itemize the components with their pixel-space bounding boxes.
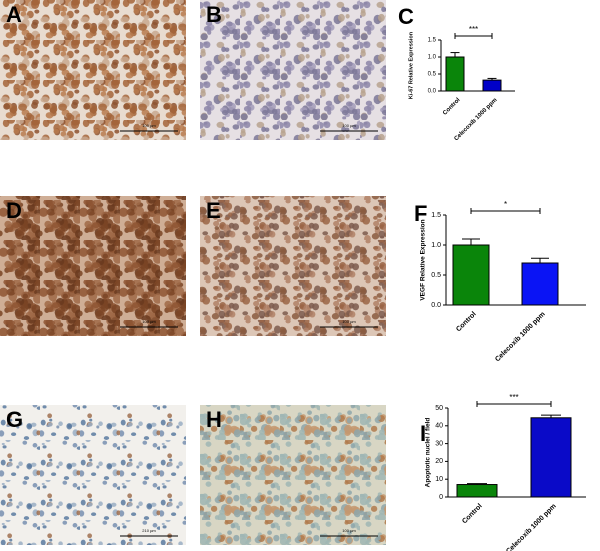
- bar: [521, 262, 559, 306]
- micrograph: [200, 0, 386, 140]
- micrograph: [0, 196, 186, 336]
- panel-label: F: [414, 201, 427, 226]
- panel-label: E: [206, 198, 221, 223]
- micrograph: [0, 0, 186, 140]
- y-tick-label: 10: [435, 476, 443, 483]
- y-tick-label: 0: [439, 494, 443, 501]
- panel-label: G: [6, 407, 23, 432]
- panel-label: A: [6, 2, 22, 27]
- y-tick-label: 50: [435, 405, 443, 412]
- y-tick-label: 0.5: [428, 72, 437, 78]
- panel-label: I: [420, 421, 426, 446]
- x-tick-label: Celecoxib 1000 ppm: [505, 503, 558, 551]
- y-axis-label: Apoptotic nuclei / field: [425, 418, 432, 488]
- panel-label: D: [6, 198, 22, 223]
- bar: [445, 56, 465, 92]
- scale-bar-label: 100 µm: [342, 528, 356, 533]
- scale-bar-label: 100 µm: [342, 319, 356, 324]
- y-tick-label: 1.0: [431, 242, 441, 249]
- bar: [456, 484, 498, 498]
- y-tick-label: 30: [435, 440, 443, 447]
- significance-label: ***: [469, 25, 478, 34]
- micrograph: [200, 196, 386, 336]
- scale-bar-label: 100 µm: [142, 319, 156, 324]
- x-tick-label: Control: [455, 311, 478, 334]
- micrograph: [200, 405, 386, 545]
- bar: [482, 79, 502, 92]
- scale-bar-label: 100 µm: [342, 123, 356, 128]
- y-tick-label: 0.5: [431, 272, 441, 279]
- x-tick-label: Celecoxib 1000 ppm: [494, 311, 547, 364]
- panel-label: C: [398, 4, 414, 29]
- y-axis-label: Ki-67 Relative Expression: [408, 31, 414, 99]
- y-tick-label: 1.5: [431, 212, 441, 219]
- bar: [452, 244, 490, 306]
- y-tick-label: 40: [435, 423, 443, 430]
- scale-bar-label: 210 µm: [142, 528, 156, 533]
- micrograph: [0, 405, 186, 545]
- y-tick-label: 1.5: [428, 38, 437, 44]
- panel-label: H: [206, 407, 222, 432]
- y-tick-label: 0.0: [428, 89, 437, 95]
- y-tick-label: 1.0: [428, 55, 437, 61]
- y-axis-label: VEGF Relative Expression: [420, 219, 427, 300]
- y-tick-label: 20: [435, 458, 443, 465]
- x-tick-label: Celecoxib 1000 ppm: [453, 97, 498, 142]
- significance-label: *: [504, 200, 507, 209]
- x-tick-label: Control: [442, 97, 462, 117]
- y-tick-label: 0.0: [431, 302, 441, 309]
- x-tick-label: Control: [461, 503, 484, 526]
- panel-label: B: [206, 2, 222, 27]
- scale-bar-label: 100 µm: [142, 123, 156, 128]
- significance-label: ***: [509, 393, 518, 402]
- bar: [530, 417, 572, 498]
